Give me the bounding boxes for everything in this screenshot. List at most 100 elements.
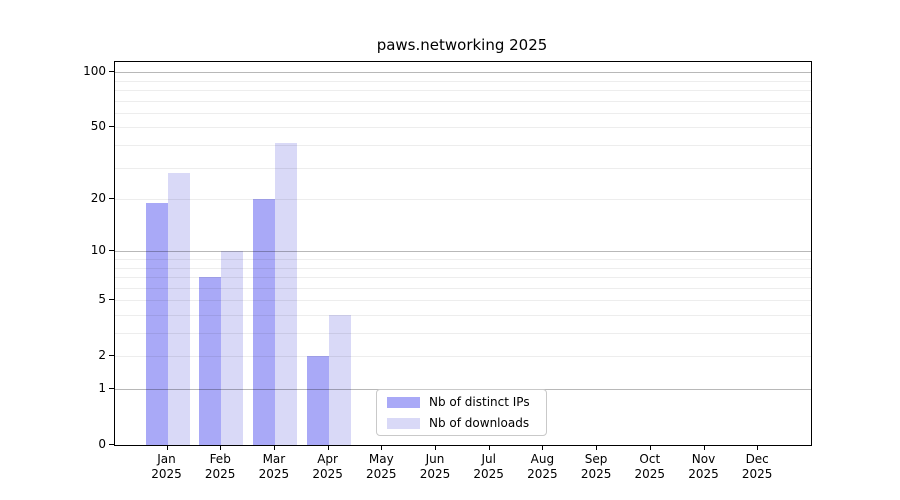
x-tick-label: May 2025 bbox=[354, 452, 408, 482]
x-tick-mark bbox=[166, 445, 168, 450]
y-tick-mark bbox=[109, 355, 114, 357]
minor-gridline bbox=[115, 80, 811, 82]
x-tick-year: 2025 bbox=[580, 467, 612, 481]
chart-title: paws.networking 2025 bbox=[376, 36, 548, 54]
bar-distinct-ips-jan bbox=[145, 203, 168, 445]
x-tick-label: Oct 2025 bbox=[623, 452, 677, 482]
legend-entry-distinct-ips: Nb of distinct IPs bbox=[387, 395, 536, 409]
legend-swatch-downloads bbox=[387, 417, 420, 429]
x-tick-year: 2025 bbox=[527, 467, 558, 481]
minor-gridline bbox=[115, 314, 811, 316]
x-tick-year: 2025 bbox=[366, 467, 397, 481]
y-tick-label: 50 bbox=[90, 119, 106, 134]
legend: Nb of distinct IPs Nb of downloads bbox=[376, 389, 547, 436]
x-tick-label: Jan 2025 bbox=[140, 452, 194, 482]
x-tick-year: 2025 bbox=[473, 467, 504, 481]
minor-gridline bbox=[115, 199, 811, 201]
x-tick-month: Apr bbox=[317, 452, 338, 466]
x-tick-label: Feb 2025 bbox=[193, 452, 247, 482]
x-tick-year: 2025 bbox=[204, 467, 236, 481]
y-tick-label: 10 bbox=[90, 243, 106, 258]
minor-gridline bbox=[115, 167, 811, 169]
minor-gridline bbox=[115, 356, 811, 358]
x-tick-year: 2025 bbox=[634, 467, 666, 481]
major-gridline bbox=[115, 72, 811, 74]
y-tick-mark bbox=[109, 126, 114, 128]
x-tick-mark bbox=[488, 445, 490, 450]
x-tick-mark bbox=[435, 445, 436, 450]
minor-gridline bbox=[115, 100, 811, 102]
x-tick-month: Aug bbox=[530, 452, 555, 466]
bar-downloads-feb bbox=[221, 251, 244, 445]
x-tick-mark bbox=[757, 445, 759, 450]
x-tick-label: Apr 2025 bbox=[301, 452, 355, 482]
x-tick-mark bbox=[327, 445, 329, 450]
bar-distinct-ips-mar bbox=[252, 199, 275, 445]
y-tick-label: 5 bbox=[98, 292, 106, 307]
y-tick-mark bbox=[109, 299, 114, 301]
x-tick-month: Oct bbox=[639, 452, 661, 466]
minor-gridline bbox=[115, 90, 811, 92]
legend-swatch-distinct-ips bbox=[387, 396, 420, 408]
y-tick-mark bbox=[109, 388, 114, 389]
x-tick-label: Jun 2025 bbox=[408, 452, 462, 482]
bar-downloads-apr bbox=[328, 315, 351, 445]
bar-downloads-mar bbox=[274, 143, 297, 445]
x-tick-mark bbox=[703, 445, 705, 450]
x-tick-month: Mar bbox=[262, 452, 286, 466]
x-tick-label: Dec 2025 bbox=[730, 452, 784, 482]
minor-gridline bbox=[115, 259, 811, 260]
plot-area bbox=[114, 61, 812, 446]
x-tick-mark bbox=[381, 445, 383, 450]
x-tick-mark bbox=[596, 445, 598, 450]
minor-gridline bbox=[115, 333, 811, 335]
bar-distinct-ips-feb bbox=[199, 277, 222, 445]
x-tick-mark bbox=[649, 445, 651, 450]
x-tick-year: 2025 bbox=[258, 467, 290, 481]
minor-gridline bbox=[115, 112, 811, 114]
legend-label-distinct-ips: Nb of distinct IPs bbox=[429, 395, 530, 409]
x-tick-month: Dec bbox=[745, 452, 769, 466]
minor-gridline bbox=[115, 287, 811, 289]
x-tick-month: Feb bbox=[209, 452, 231, 466]
x-tick-mark bbox=[542, 445, 544, 450]
x-tick-year: 2025 bbox=[688, 467, 719, 481]
minor-gridline bbox=[115, 127, 811, 129]
y-tick-label: 100 bbox=[83, 64, 106, 79]
y-tick-label: 20 bbox=[90, 191, 106, 206]
x-tick-year: 2025 bbox=[419, 467, 451, 481]
bar-distinct-ips-apr bbox=[306, 356, 329, 445]
x-tick-label: Sep 2025 bbox=[569, 452, 623, 482]
bar-downloads-jan bbox=[167, 173, 190, 445]
y-tick-label: 1 bbox=[98, 381, 106, 395]
y-tick-mark bbox=[109, 198, 114, 200]
x-tick-month: Sep bbox=[584, 452, 608, 466]
y-tick-mark bbox=[109, 444, 114, 445]
x-tick-year: 2025 bbox=[312, 467, 343, 481]
y-tick-mark bbox=[109, 250, 114, 252]
x-tick-month: Nov bbox=[691, 452, 716, 466]
minor-gridline bbox=[115, 267, 811, 269]
legend-entry-downloads: Nb of downloads bbox=[387, 416, 536, 430]
minor-gridline bbox=[115, 145, 811, 147]
major-gridline bbox=[115, 251, 811, 253]
y-tick-label: 0 bbox=[98, 437, 106, 451]
legend-label-downloads: Nb of downloads bbox=[429, 416, 530, 430]
x-tick-month: Jun bbox=[425, 452, 445, 466]
x-tick-mark bbox=[220, 445, 222, 450]
x-tick-month: May bbox=[368, 452, 394, 466]
x-tick-label: Jul 2025 bbox=[462, 452, 516, 482]
x-tick-label: Nov 2025 bbox=[677, 452, 731, 482]
x-tick-label: Aug 2025 bbox=[515, 452, 569, 482]
x-tick-mark bbox=[273, 445, 275, 450]
x-tick-label: Mar 2025 bbox=[247, 452, 301, 482]
x-tick-year: 2025 bbox=[151, 467, 182, 481]
x-tick-year: 2025 bbox=[741, 467, 773, 481]
x-tick-month: Jan bbox=[157, 452, 176, 466]
y-tick-label: 2 bbox=[98, 348, 106, 363]
y-tick-mark bbox=[109, 71, 114, 73]
minor-gridline bbox=[115, 277, 811, 279]
minor-gridline bbox=[115, 300, 811, 302]
x-tick-month: Jul bbox=[481, 452, 496, 466]
